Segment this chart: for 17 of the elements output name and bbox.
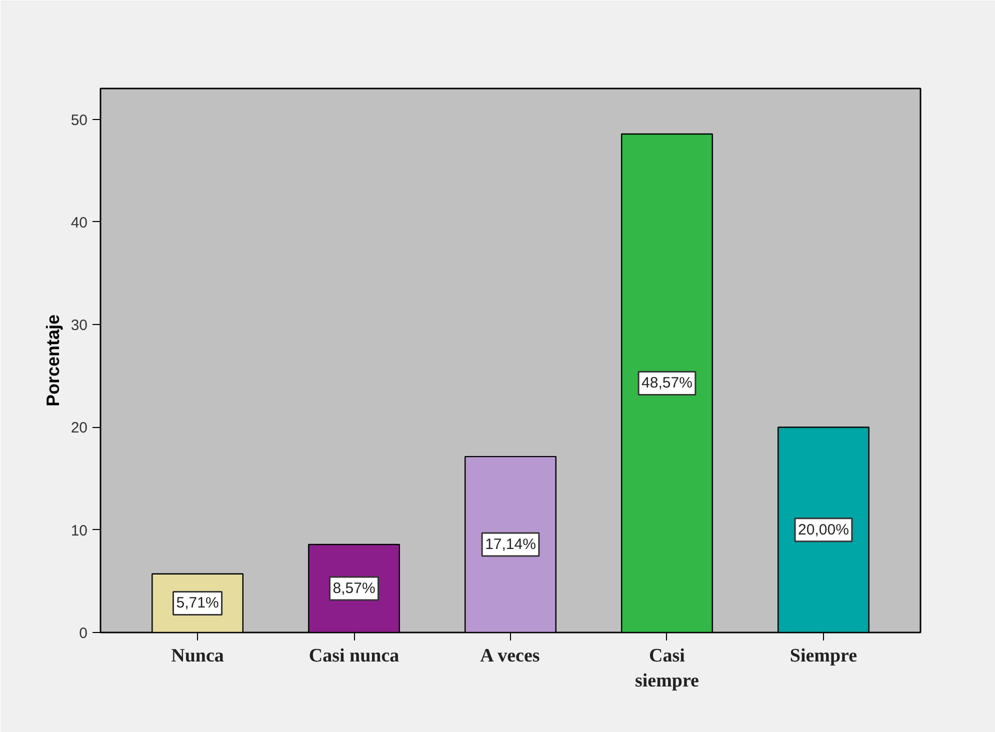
y-tick-label: 50 xyxy=(70,112,88,129)
data-label: 48,57% xyxy=(642,374,692,392)
y-tick-label: 0 xyxy=(79,625,88,642)
data-label: 5,71% xyxy=(176,594,219,612)
x-tick-label: Casi nunca xyxy=(308,646,400,666)
x-tick-label: Casi siempre xyxy=(634,646,700,692)
x-tick-label: A veces xyxy=(480,646,540,666)
y-axis-title: Porcentaje xyxy=(42,314,63,407)
y-tick-label: 10 xyxy=(70,522,88,540)
y-tick-label: 30 xyxy=(70,317,88,334)
x-tick-label: Nunca xyxy=(171,646,224,666)
data-label: 17,14% xyxy=(485,536,536,554)
data-label: 8,57% xyxy=(332,580,376,598)
data-label: 20,00% xyxy=(798,521,849,538)
x-tick-label: Siempre xyxy=(790,646,858,666)
y-tick-label: 20 xyxy=(70,420,88,437)
y-tick-label: 40 xyxy=(70,214,88,232)
